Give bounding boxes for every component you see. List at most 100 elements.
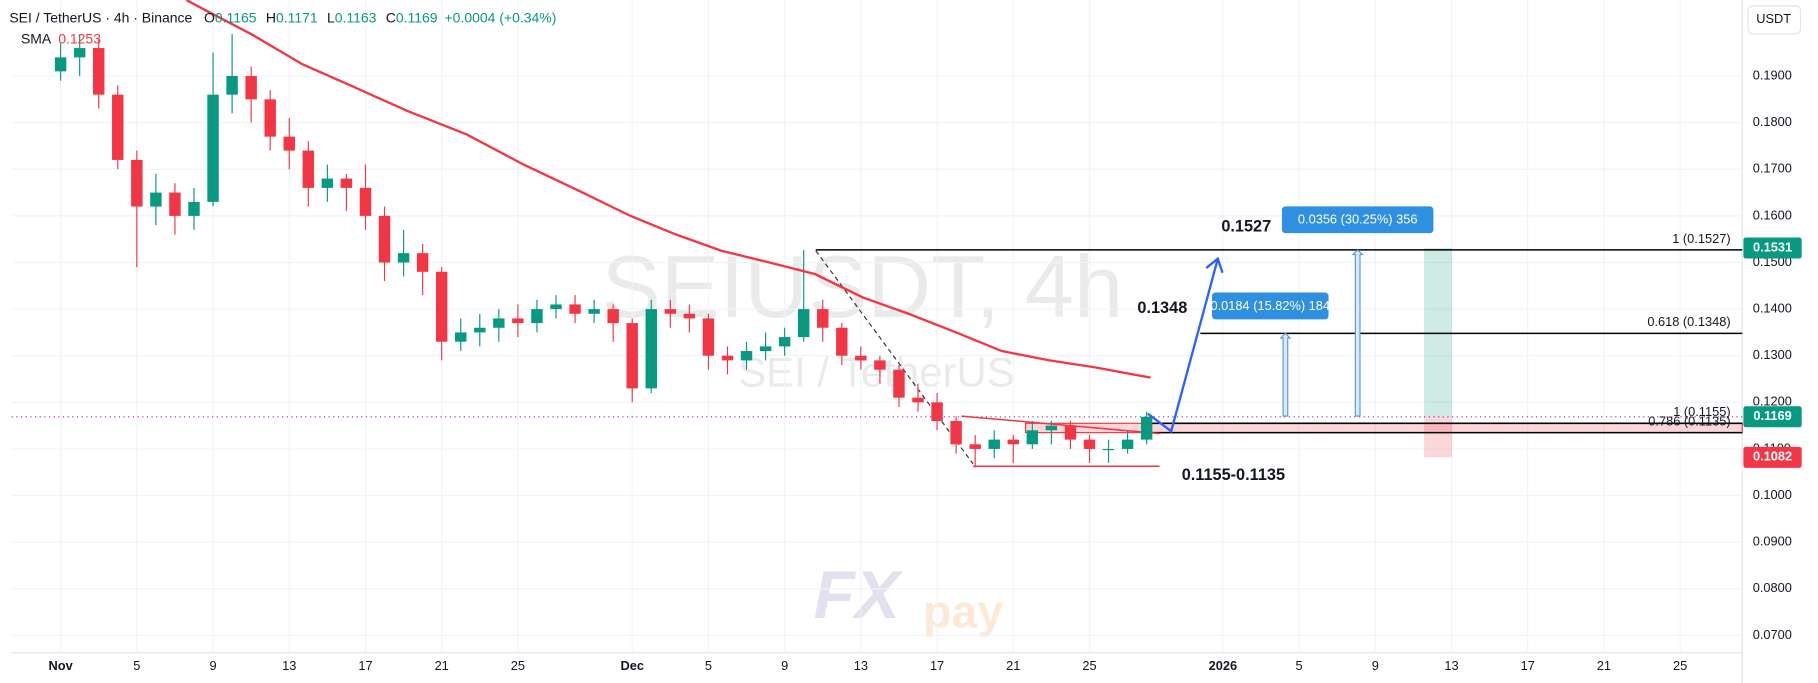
x-tick-label: Dec	[620, 658, 643, 673]
candle-body	[931, 402, 943, 421]
watermark: SEIUSDT, 4h	[602, 237, 1124, 336]
header-title: SEI / TetherUS · 4h · Binance	[9, 9, 192, 25]
x-tick-label: 9	[781, 658, 788, 673]
candle-body	[283, 136, 295, 151]
candle-body	[855, 355, 867, 361]
x-tick-label: Nov	[49, 658, 74, 673]
y-tick-label: 0.1000	[1753, 487, 1792, 502]
candle-body	[435, 271, 448, 342]
candle-body	[893, 369, 905, 398]
x-tick-label: 25	[1673, 658, 1687, 673]
candle-body	[1064, 425, 1077, 440]
candle-body	[73, 48, 86, 58]
candle-body	[645, 309, 657, 389]
price-badge	[1743, 237, 1802, 259]
ohlc-key: C	[386, 9, 396, 25]
price-badge-label: 0.1082	[1753, 449, 1792, 464]
sma-line	[185, 0, 1151, 379]
candle-body	[359, 187, 372, 216]
candle-body	[169, 192, 181, 216]
x-tick-label: 25	[1082, 658, 1096, 673]
candle-body	[1045, 425, 1058, 431]
candle-body	[397, 253, 410, 263]
price-badge-label: 0.1531	[1753, 239, 1792, 254]
y-tick-label: 0.1700	[1753, 161, 1792, 176]
sma-legend: SMA 0.1253	[21, 30, 101, 46]
x-tick-label: 9	[209, 658, 216, 673]
candle-body	[740, 351, 753, 361]
measure-label: 0.0184 (15.82%) 184	[1211, 298, 1331, 313]
candle-body	[455, 332, 467, 342]
candle-body	[112, 94, 124, 160]
candle-body	[207, 94, 219, 202]
target-zone	[1424, 248, 1453, 417]
fib-label: 0.618 (0.1348)	[1647, 314, 1730, 329]
x-tick-label: 13	[854, 658, 868, 673]
x-tick-label: 2026	[1209, 658, 1237, 673]
ohlc-value: 0.1165	[215, 9, 257, 25]
ohlc-key: H	[266, 9, 276, 25]
candle-body	[1121, 439, 1134, 449]
y-tick-label: 0.1600	[1753, 207, 1792, 222]
x-tick-label: 13	[282, 658, 296, 673]
candle-body	[569, 304, 581, 314]
x-tick-label: 25	[511, 658, 525, 673]
measure-box	[1281, 206, 1434, 234]
y-tick-label: 0.0700	[1753, 627, 1792, 642]
ohlc-value: 0.1171	[276, 9, 318, 25]
measure-arrow	[1351, 249, 1364, 417]
sma-value: 0.1253	[58, 30, 101, 46]
candle-body	[245, 76, 257, 100]
candle-body	[759, 346, 772, 352]
annotation: 0.1527	[1221, 218, 1271, 236]
candle-body	[626, 323, 638, 389]
y-tick-label: 0.0800	[1753, 580, 1792, 595]
currency-label[interactable]: USDT	[1756, 11, 1791, 26]
annotation: 0.1155-0.1135	[1182, 466, 1285, 484]
candle-body	[378, 215, 391, 263]
candle-body	[664, 309, 677, 314]
candle-body	[721, 355, 734, 361]
trend-line	[961, 415, 1160, 435]
ohlc-key: L	[327, 9, 335, 25]
candle-body	[93, 48, 105, 95]
candle-body	[588, 309, 600, 314]
candle-body	[340, 178, 353, 188]
y-tick-label: 0.0900	[1753, 534, 1792, 549]
candle-body	[1102, 448, 1115, 451]
x-tick-label: 5	[133, 658, 140, 673]
candle-body	[836, 327, 848, 356]
candle-body	[54, 57, 67, 72]
candle-body	[1026, 430, 1039, 445]
measure-box	[1212, 292, 1329, 320]
candle-body	[702, 318, 715, 356]
candle-body	[550, 304, 562, 310]
y-tick-label: 0.1400	[1753, 300, 1792, 315]
x-tick-label: 17	[358, 658, 372, 673]
ohlc-change: +0.0004 (+0.34%)	[445, 9, 557, 25]
y-tick-label: 0.1900	[1753, 67, 1792, 82]
candle-body	[969, 444, 981, 449]
annotation: 0.1348	[1137, 299, 1187, 317]
logo: pay	[923, 586, 1003, 638]
candle-body	[188, 201, 200, 216]
candle-body	[874, 360, 886, 370]
candle-body	[493, 318, 505, 328]
price-badge-label: 0.1169	[1753, 408, 1791, 423]
fib-label: 0.786 (0.1135)	[1648, 414, 1730, 429]
candle-body	[531, 309, 543, 324]
candle-body	[264, 99, 276, 137]
currency-box[interactable]	[1747, 5, 1802, 35]
measure-label: 0.0356 (30.25%) 356	[1298, 212, 1418, 227]
logo: FX	[813, 558, 903, 633]
candle-body	[1140, 416, 1153, 440]
projection-arrow	[1147, 256, 1224, 434]
candle-body	[226, 76, 238, 95]
candle-body	[683, 313, 696, 319]
x-tick-label: 17	[930, 658, 944, 673]
x-tick-label: 5	[705, 658, 712, 673]
candle-body	[302, 150, 315, 188]
candle-body	[1083, 439, 1096, 449]
